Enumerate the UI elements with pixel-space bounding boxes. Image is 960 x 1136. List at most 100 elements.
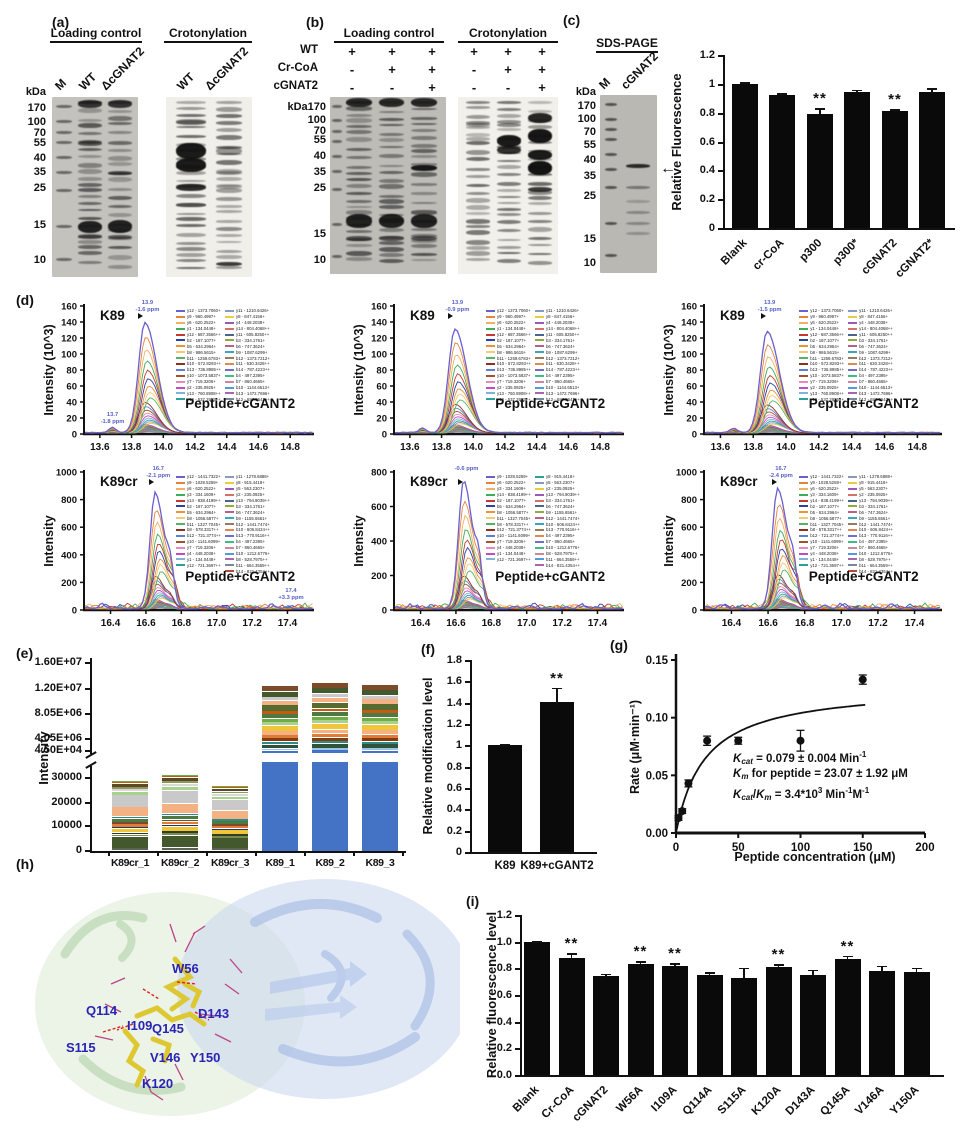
stack-segment — [112, 782, 148, 783]
gel-band — [332, 154, 342, 158]
legend-swatch — [224, 523, 234, 526]
legend-swatch — [176, 386, 185, 389]
residue-sticks — [224, 983, 240, 995]
x-tick-label: 14.4 — [527, 442, 547, 453]
panel-g-label: (g) — [610, 637, 628, 653]
legend-label: b13 - 1472.7696+ — [859, 390, 893, 396]
chromatogram-k89-2: Intensity (10^3) 160 140 120 100 80 60 40 20 0 13.… — [340, 296, 632, 462]
legend-label: y14 - 838.4199++ — [497, 492, 531, 498]
plus-minus: + — [428, 62, 436, 77]
legend-swatch — [799, 475, 809, 478]
legend-swatch — [486, 357, 495, 360]
kda-tick: 40 — [583, 154, 596, 166]
legend-swatch — [176, 380, 185, 383]
error-bar — [881, 965, 883, 972]
legend-column: y8 - 915.4418+ y5 - 563.2307+ y2 - 235.092… — [534, 474, 580, 568]
stack-segment — [162, 833, 198, 836]
legend-label: b12 - 721.3774++ — [497, 527, 531, 533]
sample-label: Peptide+cGANT2 — [495, 568, 606, 584]
legend-entry: y14 - 804.4068++ — [224, 326, 270, 332]
x-tick-label: 14.8 — [280, 442, 300, 453]
y-tick-label: 0.8 — [496, 962, 512, 975]
kinetics-subscript: m — [741, 772, 749, 781]
chromatogram-plot: 160 140 120 100 80 60 40 20 0 13.6 13.8 14.0 14.2 14.… — [61, 302, 314, 453]
x-tick-label: 13.6 — [711, 442, 731, 453]
x-tick-label: 17.0 — [517, 618, 537, 629]
gel-band — [346, 113, 372, 118]
plus-minus: - — [389, 80, 395, 95]
legend-label: y13 - 760.8908++ — [810, 390, 844, 396]
legend-entry: y2 - 235.0925+ — [224, 492, 270, 498]
legend-label: b4 - 497.2395+ — [545, 373, 575, 379]
legend-swatch — [848, 487, 858, 490]
legend-column: y11 - 1278.6888+ y8 - 915.4418+ y5 - 563.2… — [224, 474, 270, 574]
bar — [919, 92, 945, 228]
x-tick-label: 16.4 — [101, 618, 121, 629]
stack-segment — [112, 780, 148, 782]
legend-label: b8 - 986.5615+ — [810, 349, 840, 355]
legend-label: b10 - 1212.6776+ — [859, 551, 893, 557]
stack-segment — [212, 821, 248, 824]
legend-swatch — [224, 570, 234, 573]
legend-label: b3 - 334.1761+ — [545, 498, 575, 503]
legend-swatch — [848, 339, 858, 342]
bar-blue-base — [312, 762, 348, 851]
gel-band — [77, 141, 102, 147]
panel-b-gel2-title: Crotonylation — [458, 26, 558, 43]
stack-segment — [262, 711, 298, 714]
legend-label: b5 - 634.2964+ — [187, 509, 217, 515]
sample-label: Peptide+cGANT2 — [495, 395, 606, 411]
gel-band — [466, 229, 490, 235]
legend-entry: y4 - 448.2038+ — [176, 551, 221, 557]
legend-label: b4 - 497.2395+ — [859, 373, 889, 379]
legend-column: y11 - 1210.6426+ y8 - 847.4156+ y4 - 448.2… — [224, 308, 270, 402]
y-axis-upper — [90, 658, 92, 754]
gel-band — [77, 108, 102, 114]
y-tick-label: 60 — [66, 382, 77, 393]
stack-segment — [362, 748, 398, 751]
legend-entry: y13 - 760.8908++ — [799, 390, 844, 396]
bar — [765, 967, 792, 1075]
significance: ** — [888, 91, 902, 109]
kinetics-subscript: cat — [741, 757, 753, 766]
stack-segment — [162, 786, 198, 791]
legend-swatch — [534, 505, 544, 508]
legend-column: y11 - 1210.6426+ y8 - 847.4156+ y4 - 448.2… — [848, 308, 893, 402]
residue-sticks — [150, 1091, 164, 1101]
legend-entry: b5 - 634.2964+ — [176, 509, 221, 515]
error-bar — [639, 961, 642, 966]
legend-entry: b7 - 860.4665+ — [534, 539, 580, 545]
gel-band — [56, 189, 72, 193]
y-tick-label: 200 — [681, 578, 697, 589]
sample-label: Peptide+cGANT2 — [185, 395, 296, 411]
gel-band — [466, 114, 490, 120]
gel-band — [411, 233, 437, 238]
legend-swatch — [176, 558, 185, 561]
x-tick-label: 14.6 — [559, 442, 579, 453]
axis-break-upper — [85, 751, 97, 759]
y-tick — [465, 809, 470, 812]
legend-label: y7 - 719.3206+ — [810, 379, 839, 385]
legend-entry: y1 - 134.0448+ — [176, 556, 221, 562]
helix-ribbon — [116, 920, 136, 962]
gel-band — [466, 106, 490, 110]
bar — [627, 964, 654, 1075]
stack-segment — [262, 725, 298, 731]
legend-label: y2 - 235.0925+ — [810, 385, 839, 391]
legend-swatch — [799, 487, 809, 490]
panel-e-label: (e) — [16, 645, 34, 661]
x-axis — [470, 852, 597, 854]
legend-entry: b7 - 860.4665+ — [224, 379, 270, 385]
legend-label: y12 - 687.3566++ — [497, 332, 531, 337]
legend-label: y4 - 448.2038+ — [187, 551, 216, 557]
legend-label: y13 - 760.8908++ — [497, 390, 531, 396]
legend-entry: b11 - 630.3428++ — [224, 361, 270, 367]
gel-band — [107, 212, 132, 218]
kda-tick: 40 — [33, 152, 46, 164]
legend-swatch — [848, 558, 858, 561]
y-axis — [723, 55, 725, 230]
legend-swatch — [176, 339, 185, 342]
legend-label: y1 - 134.0448+ — [810, 556, 839, 562]
stack-segment — [262, 748, 298, 751]
trace — [84, 321, 313, 434]
